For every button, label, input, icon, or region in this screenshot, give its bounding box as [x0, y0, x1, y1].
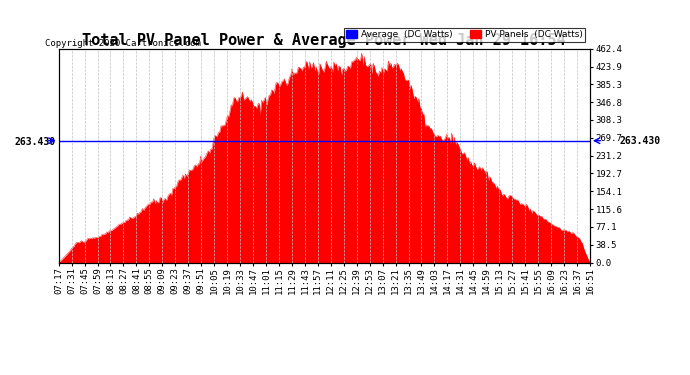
Text: 263.430: 263.430: [619, 136, 660, 146]
Title: Total PV Panel Power & Average Power Wed Jan 29 16:54: Total PV Panel Power & Average Power Wed…: [83, 33, 566, 48]
Legend: Average  (DC Watts), PV Panels  (DC Watts): Average (DC Watts), PV Panels (DC Watts): [344, 28, 585, 42]
Text: Copyright 2020 Cartronics.com: Copyright 2020 Cartronics.com: [45, 39, 201, 48]
